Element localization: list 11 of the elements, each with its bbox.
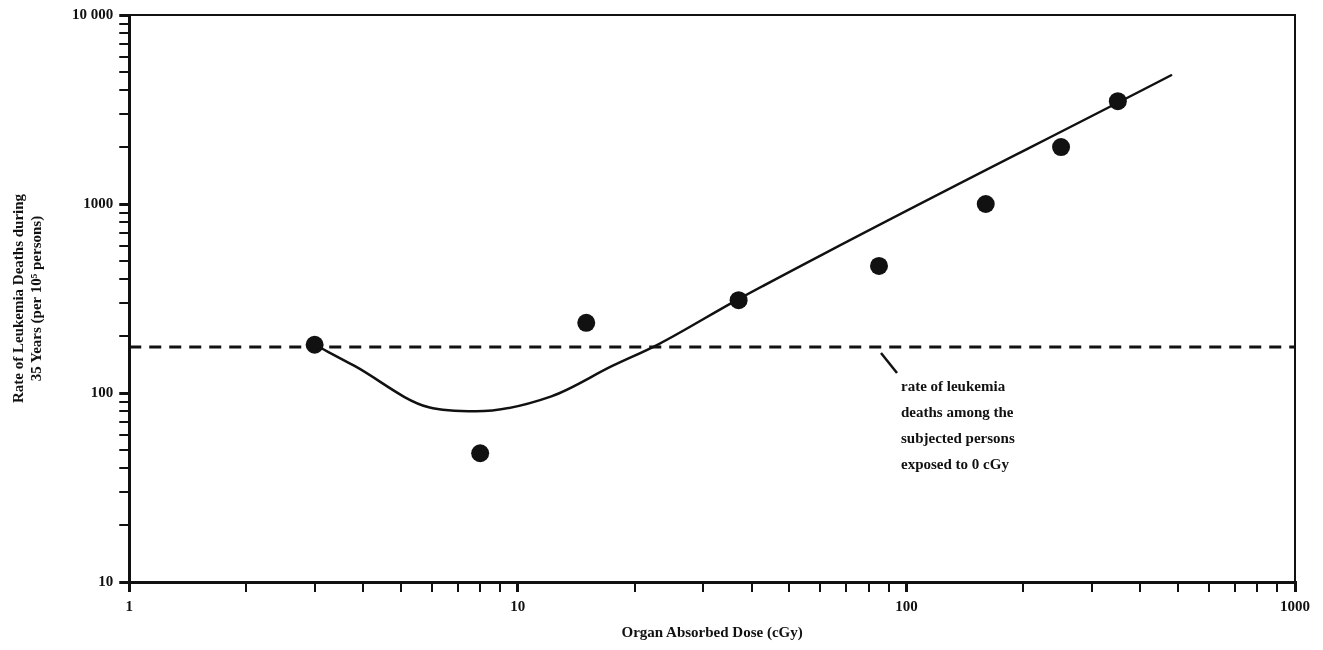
x-axis-title: Organ Absorbed Dose (cGy) <box>621 623 803 641</box>
x-tick-label: 1000 <box>1280 597 1310 614</box>
y-tick-label: 100 <box>90 383 114 400</box>
y-axis-title: Rate of Leukemia Deaths during 35 Years (per 10⁵ persons) <box>9 193 45 404</box>
x-tick-label: 1 <box>125 597 133 614</box>
y-tick-label: 10 000 <box>72 5 114 22</box>
annotation: rate of leukemia deaths among the subjected persons exposed to 0 cGy <box>900 377 1015 472</box>
x-tick-label: 10 <box>510 597 526 614</box>
y-tick-label: 10 <box>98 572 114 589</box>
y-tick-label: 1000 <box>83 194 114 211</box>
x-tick-label: 100 <box>895 597 918 614</box>
